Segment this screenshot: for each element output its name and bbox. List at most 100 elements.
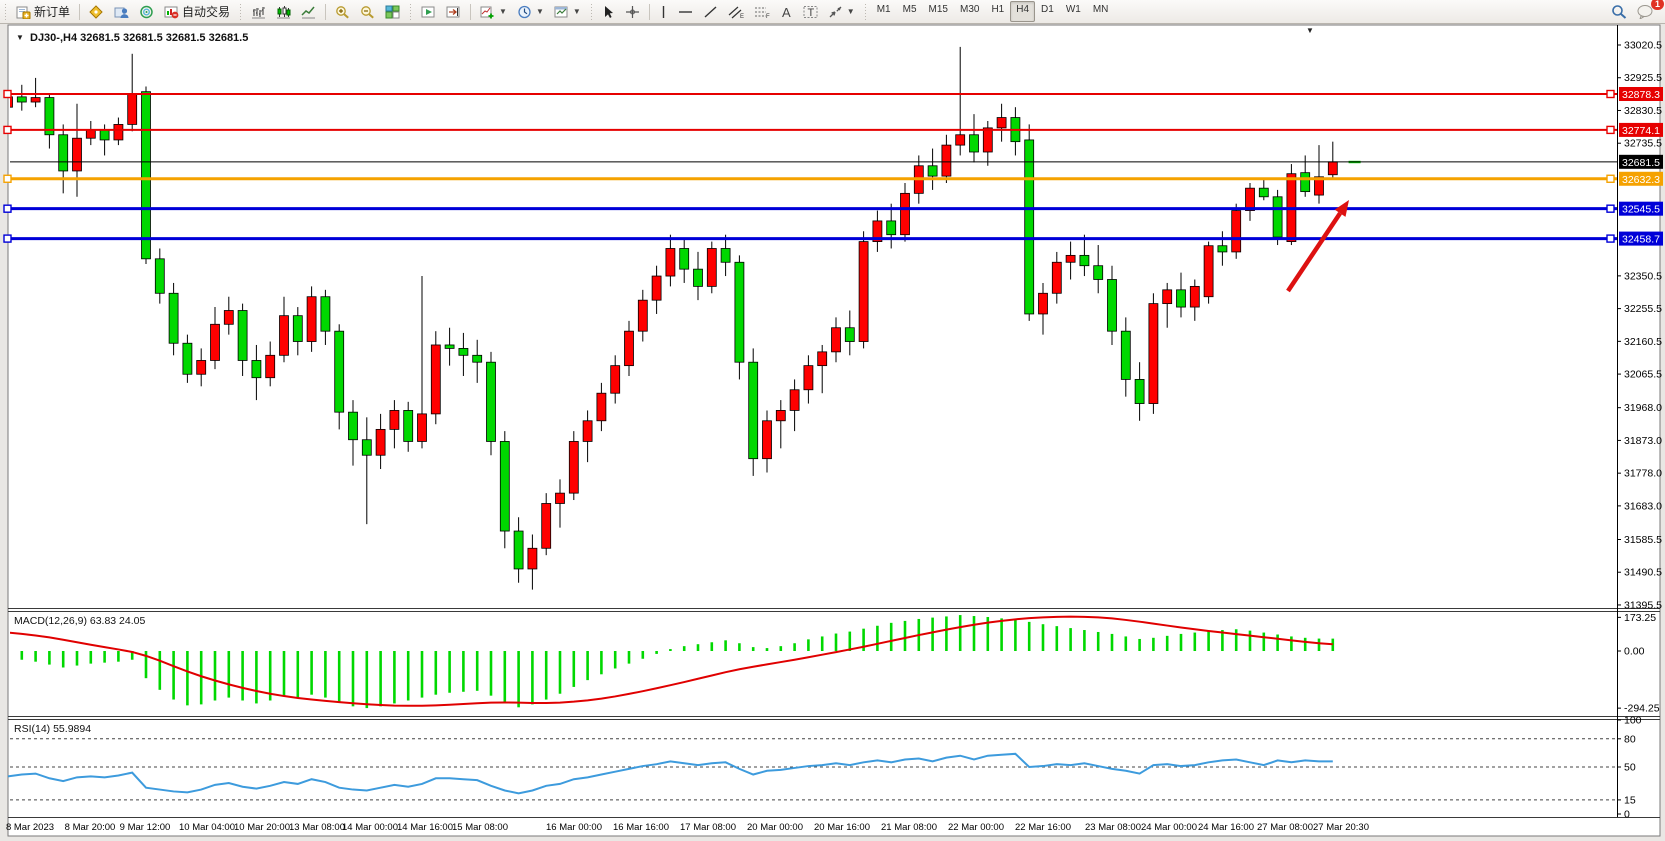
- timeframe-button-m1[interactable]: M1: [876, 4, 891, 15]
- timeframe-button-h4[interactable]: H4: [1010, 1, 1036, 22]
- new-order-button[interactable]: 新订单: [11, 1, 75, 22]
- toolbar-grip[interactable]: [238, 3, 244, 20]
- fibonacci-tool-button[interactable]: F: [749, 1, 775, 22]
- candle-up: [1189, 285, 1200, 308]
- price-marker-box: [1619, 201, 1663, 216]
- bar-chart-type-button[interactable]: [246, 1, 271, 22]
- candle-up: [582, 420, 593, 442]
- time-tick-label: 14 Mar 00:00: [342, 822, 398, 833]
- tile-windows-icon: [385, 5, 400, 19]
- price-tick-label: 32830.5: [1624, 105, 1662, 117]
- line-handle-left[interactable]: [3, 125, 12, 135]
- channel-tool-button[interactable]: E: [723, 1, 749, 22]
- time-tick-label: 27 Mar 08:00: [1257, 822, 1313, 833]
- indicators-icon: [480, 5, 495, 19]
- toolbar-grip[interactable]: [408, 3, 414, 20]
- cursor-tool-button[interactable]: [597, 1, 620, 22]
- candle-down: [1079, 254, 1090, 267]
- auto-scroll-button[interactable]: [416, 1, 441, 22]
- toolbar-grip[interactable]: [588, 3, 594, 20]
- subwindow-arrow-icon[interactable]: ▼: [1306, 26, 1314, 35]
- toolbar-grip[interactable]: [862, 3, 868, 20]
- indicators-button[interactable]: ▼: [475, 1, 512, 22]
- vline-tool-button[interactable]: [654, 1, 673, 22]
- line-handle-right[interactable]: [1606, 174, 1615, 183]
- timeframe-button-m15[interactable]: M15: [928, 4, 948, 15]
- time-tick-label: 20 Mar 16:00: [814, 822, 870, 833]
- price-marker-box: [1619, 122, 1663, 137]
- toolbar-grip[interactable]: [3, 3, 8, 20]
- line-handle-right[interactable]: [1606, 125, 1615, 135]
- label-tool-button[interactable]: T: [798, 1, 823, 22]
- chevron-down-icon[interactable]: ▼: [535, 7, 544, 16]
- candle-up: [624, 330, 634, 367]
- timeframe-button-mn[interactable]: MN: [1092, 4, 1109, 15]
- candle-up: [196, 360, 207, 375]
- timeframe-button-w1[interactable]: W1: [1065, 4, 1081, 15]
- price-tick-label: 31683.0: [1624, 500, 1662, 512]
- chevron-down-icon[interactable]: ▼: [499, 7, 507, 16]
- candle-down: [1300, 172, 1311, 193]
- autotrading-button[interactable]: 自动交易: [159, 1, 235, 22]
- candle-up: [706, 248, 717, 287]
- hline-tool-button[interactable]: [673, 1, 698, 22]
- candle-down: [334, 330, 345, 413]
- candle-up: [10, 96, 13, 108]
- candle-down: [1258, 187, 1269, 198]
- annotation-arrow-head[interactable]: [1334, 200, 1349, 217]
- timeframe-button-h1[interactable]: H1: [991, 4, 1005, 15]
- periods-icon: [517, 5, 532, 19]
- data-window-button[interactable]: [134, 1, 159, 22]
- candle-up: [375, 428, 386, 456]
- candle-up: [1314, 176, 1324, 196]
- line-handle-left[interactable]: [3, 204, 12, 213]
- chart-menu-arrow-icon[interactable]: ▼: [16, 33, 24, 42]
- search-icon[interactable]: [1606, 1, 1632, 22]
- line-handle-right[interactable]: [1606, 234, 1615, 243]
- price-axis: 33020.5 32925.5 32830.5 32735.5 32350.5 32255…: [1617, 40, 1663, 821]
- candle-down: [168, 292, 179, 344]
- line-handle-left[interactable]: [3, 174, 12, 183]
- cursor-icon: [602, 5, 615, 19]
- annotation-arrow[interactable]: [1286, 212, 1342, 293]
- market-watch-button[interactable]: [84, 1, 109, 22]
- candle-up: [113, 124, 124, 141]
- time-tick-label: 15 Mar 08:00: [452, 822, 508, 833]
- macd-label: MACD(12,26,9) 63.83 24.05: [14, 615, 145, 627]
- periods-button[interactable]: ▼: [512, 1, 549, 22]
- tile-windows-button[interactable]: [380, 1, 405, 22]
- templates-button[interactable]: ▼: [549, 1, 586, 22]
- timeframe-button-d1[interactable]: D1: [1041, 4, 1054, 15]
- line-chart-type-button[interactable]: [296, 1, 321, 22]
- macd-tick-label: 173.25: [1624, 612, 1656, 624]
- chevron-down-icon[interactable]: ▼: [572, 7, 581, 16]
- candle-up: [817, 351, 828, 367]
- candle-down: [16, 96, 27, 103]
- chevron-down-icon[interactable]: ▼: [846, 7, 855, 16]
- candle-chart-type-button[interactable]: [271, 1, 296, 22]
- line-handle-right[interactable]: [1606, 89, 1615, 99]
- candle-up: [210, 323, 220, 361]
- chart-shift-button[interactable]: [441, 1, 466, 22]
- timeframe-button-m30[interactable]: M30: [959, 4, 980, 15]
- candle-up: [306, 296, 317, 342]
- notifications-chat-icon[interactable]: 1: [1632, 0, 1664, 22]
- line-handle-right[interactable]: [1606, 204, 1615, 213]
- line-handle-left[interactable]: [3, 89, 12, 99]
- trendline-tool-button[interactable]: [698, 1, 723, 22]
- text-tool-button[interactable]: A: [775, 1, 798, 22]
- time-tick-label: 8 Mar 2023: [6, 822, 54, 833]
- candle-down: [320, 296, 331, 332]
- arrows-tool-button[interactable]: ▼: [823, 1, 860, 22]
- chart-bars-icon: [251, 5, 266, 19]
- zoom-in-button[interactable]: [330, 1, 355, 22]
- crosshair-tool-button[interactable]: [620, 1, 645, 22]
- line-handle-left[interactable]: [3, 234, 12, 243]
- timeframe-button-m5[interactable]: M5: [902, 4, 917, 15]
- candle-up: [430, 344, 441, 415]
- price-tick-label: 32255.5: [1624, 303, 1662, 315]
- zoom-out-button[interactable]: [355, 1, 380, 22]
- candle-up: [665, 248, 676, 277]
- navigator-button[interactable]: [109, 1, 134, 22]
